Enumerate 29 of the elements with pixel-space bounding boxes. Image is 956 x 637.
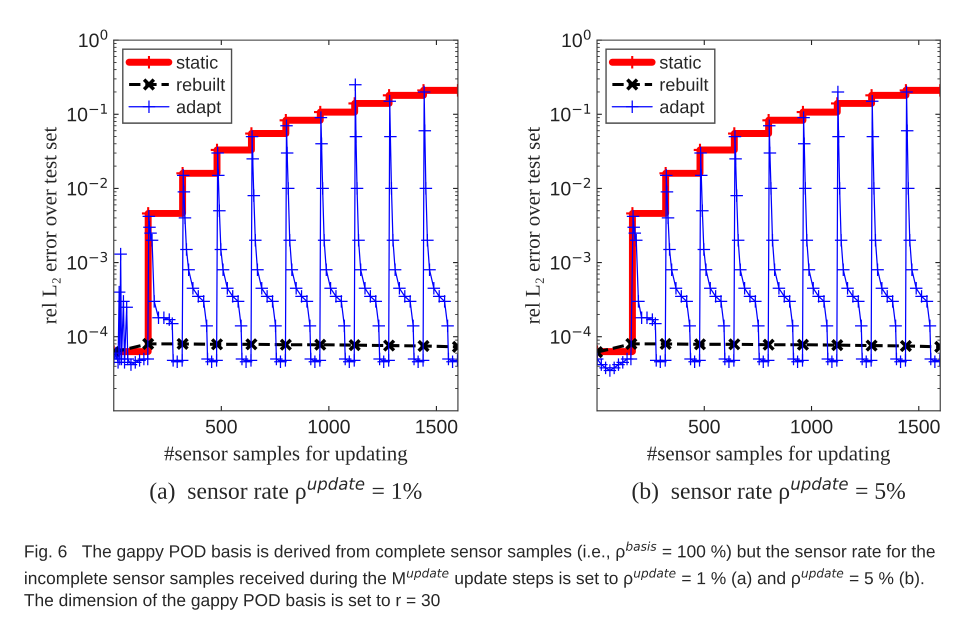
y-tick-label: 10$^{−2}$ — [68, 178, 107, 196]
x-axis-title: #sensor samples for updating — [647, 446, 890, 465]
legend-label: adapt — [660, 100, 704, 117]
legend-label: static — [176, 55, 218, 69]
x-axis-title: #sensor samples for updating — [164, 446, 408, 465]
y-tick-label: 10$^{−2}$ — [551, 178, 590, 196]
x-tick-label: 1000 — [308, 420, 350, 434]
text: (b) sensor rate ρ$^{update}$ = 5% — [632, 477, 905, 504]
legend-label: rebuilt — [660, 78, 708, 91]
x-tick-label: 1500 — [898, 420, 940, 434]
x-tick-label: 1000 — [791, 420, 832, 434]
legend-label: rebuilt — [177, 78, 226, 91]
text: (a) sensor rate ρ$^{update}$ = 1% — [150, 477, 422, 504]
x-tick-label: 1500 — [416, 420, 458, 434]
y-tick-label: 10$^{−1}$ — [551, 104, 590, 122]
y-axis-title: rel L₂ error over test set — [42, 126, 61, 324]
legend-label: static — [660, 55, 701, 69]
x-tick-label: 500 — [206, 420, 237, 434]
y-tick-label: 10$^{−4}$ — [551, 326, 591, 344]
y-tick-label: 10$^{−4}$ — [68, 326, 108, 344]
y-tick-label: 10$^{−3}$ — [551, 252, 590, 270]
y-tick-label: 10$^{−3}$ — [68, 252, 108, 270]
x-tick-label: 500 — [688, 420, 720, 434]
y-tick-label: 10$^{0}$ — [79, 29, 108, 48]
y-tick-label: 10$^{−1}$ — [68, 104, 107, 122]
legend-label: adapt — [176, 100, 222, 117]
y-axis-title: rel L₂ error over test set — [525, 126, 544, 324]
text: Fig. 6 The gappy POD basis is derived from complete sensor samples (i.e., ρ$^{basis}$ = 100 %) but the sensor rate for the incomplete sensor samples received during the M$^{update}$ update steps is set to ρ$^{update}$ = 1 % (a) and ρ$^{update}$ = 5 % (b). The dimension of the gappy POD basis is set to r = 30 — [24, 541, 935, 610]
y-tick-label: 10$^{0}$ — [562, 29, 591, 48]
